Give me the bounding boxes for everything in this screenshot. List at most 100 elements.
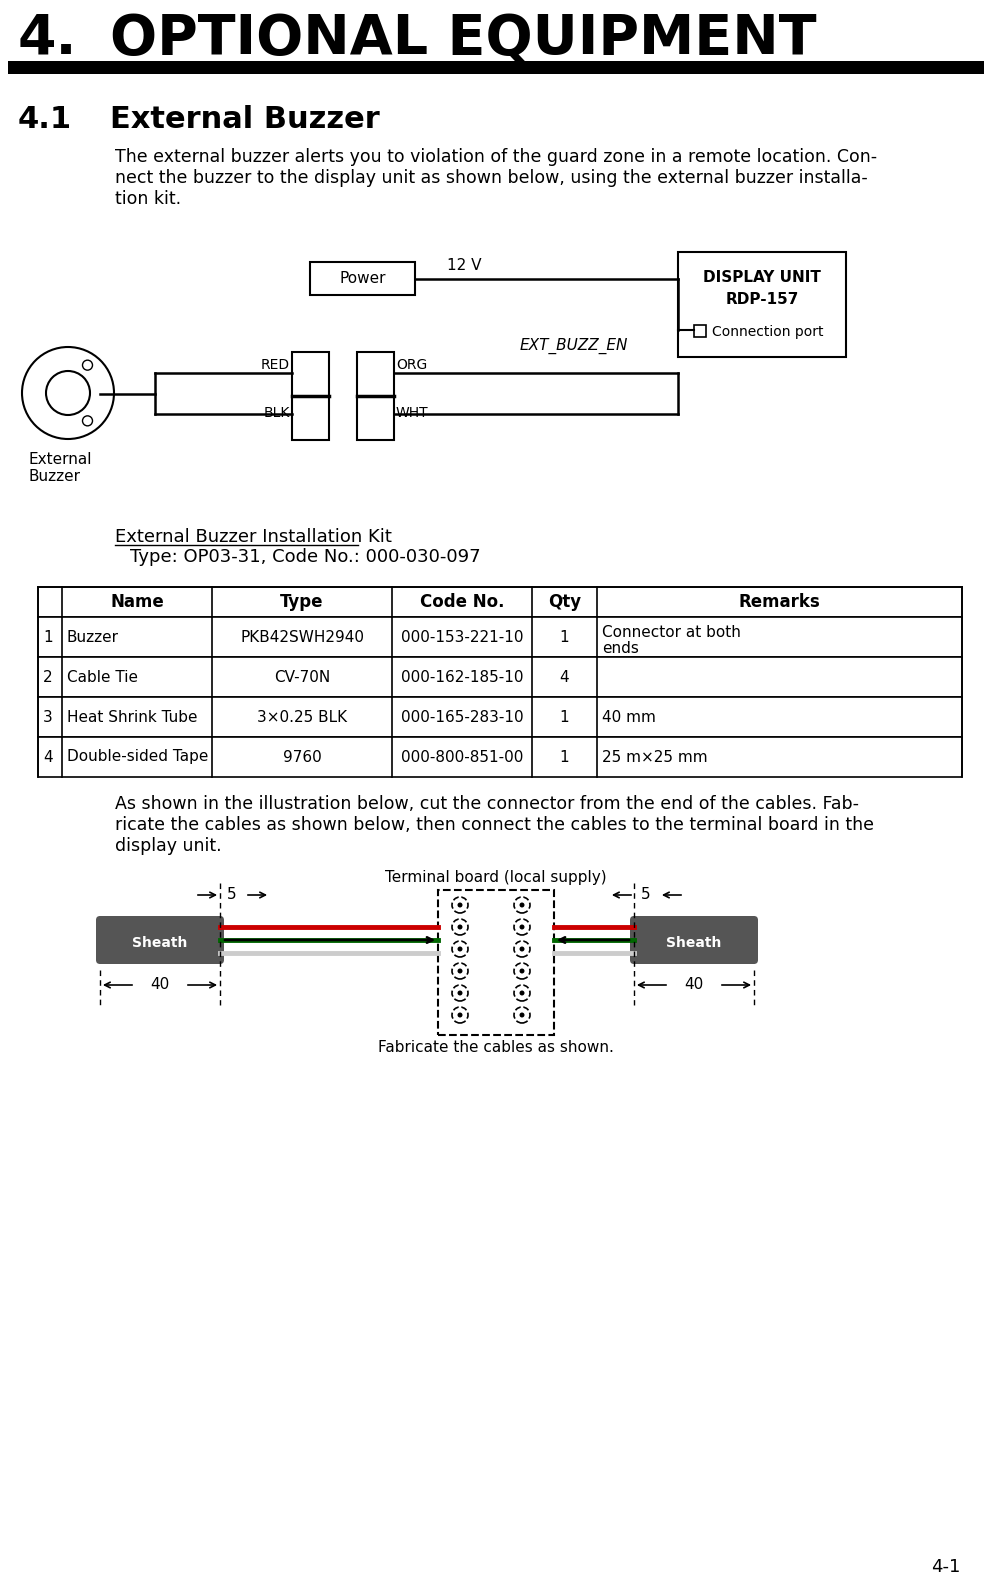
Circle shape: [514, 941, 530, 957]
Text: EXT_BUZZ_EN: EXT_BUZZ_EN: [520, 339, 628, 354]
Circle shape: [520, 990, 525, 995]
Circle shape: [514, 919, 530, 935]
Circle shape: [452, 941, 468, 957]
Text: 40: 40: [151, 978, 170, 992]
Text: 1: 1: [559, 630, 569, 644]
Bar: [38, 587, 962, 617]
Text: 3×0.25 BLK: 3×0.25 BLK: [257, 709, 347, 725]
Bar: [38, 617, 962, 657]
Text: nect the buzzer to the display unit as shown below, using the external buzzer in: nect the buzzer to the display unit as s…: [115, 169, 868, 187]
Text: As shown in the illustration below, cut the connector from the end of the cables: As shown in the illustration below, cut …: [115, 796, 859, 813]
Text: 000-800-851-00: 000-800-851-00: [401, 750, 523, 764]
Text: ricate the cables as shown below, then connect the cables to the terminal board : ricate the cables as shown below, then c…: [115, 816, 874, 834]
Text: Type: OP03-31, Code No.: 000-030-097: Type: OP03-31, Code No.: 000-030-097: [130, 547, 481, 566]
Circle shape: [520, 946, 525, 951]
Circle shape: [457, 968, 462, 973]
Bar: [38, 737, 962, 777]
Bar: [438, 891, 554, 1035]
Text: Terminal board (local supply): Terminal board (local supply): [385, 870, 607, 884]
Text: Name: Name: [110, 593, 164, 611]
Circle shape: [452, 897, 468, 913]
Circle shape: [457, 924, 462, 930]
Text: Connector at both: Connector at both: [602, 625, 741, 641]
Bar: [8, 62, 984, 74]
Text: Buzzer: Buzzer: [67, 630, 119, 644]
Text: display unit.: display unit.: [115, 837, 221, 854]
Text: 1: 1: [559, 709, 569, 725]
Text: Sheath: Sheath: [132, 937, 187, 951]
Circle shape: [520, 968, 525, 973]
Text: Buzzer: Buzzer: [28, 468, 80, 484]
Circle shape: [514, 897, 530, 913]
Text: Connection port: Connection port: [712, 324, 823, 339]
Text: 4.1: 4.1: [18, 104, 72, 134]
Bar: [678, 252, 846, 358]
Text: 25 m×25 mm: 25 m×25 mm: [602, 750, 707, 764]
Text: ORG: ORG: [396, 358, 428, 372]
Text: WHT: WHT: [396, 407, 429, 419]
Circle shape: [514, 963, 530, 979]
Text: Sheath: Sheath: [667, 937, 722, 951]
Text: Power: Power: [339, 271, 386, 286]
Text: Double-sided Tape: Double-sided Tape: [67, 750, 208, 764]
Bar: [310, 263, 415, 294]
Text: BLK: BLK: [264, 407, 290, 419]
Circle shape: [452, 1008, 468, 1024]
Text: External Buzzer Installation Kit: External Buzzer Installation Kit: [115, 528, 392, 546]
Text: 9760: 9760: [283, 750, 321, 764]
Text: 000-153-221-10: 000-153-221-10: [401, 630, 523, 644]
Bar: [38, 698, 962, 737]
Text: Cable Tie: Cable Tie: [67, 669, 138, 685]
Text: RED: RED: [261, 358, 290, 372]
Text: 5: 5: [641, 888, 651, 902]
Circle shape: [452, 963, 468, 979]
Circle shape: [457, 902, 462, 908]
Text: External: External: [28, 452, 91, 467]
Text: 000-165-283-10: 000-165-283-10: [401, 709, 524, 725]
Text: Type: Type: [281, 593, 323, 611]
Text: 40: 40: [684, 978, 703, 992]
Bar: [694, 324, 706, 337]
Text: 5: 5: [227, 888, 237, 902]
Circle shape: [520, 902, 525, 908]
Text: 4: 4: [43, 750, 53, 764]
Text: 12 V: 12 V: [447, 258, 481, 274]
Text: 1: 1: [559, 750, 569, 764]
Text: 40 mm: 40 mm: [602, 709, 656, 725]
Text: 2: 2: [43, 669, 53, 685]
Text: Remarks: Remarks: [739, 593, 820, 611]
Circle shape: [520, 1012, 525, 1017]
Circle shape: [46, 372, 90, 414]
Bar: [38, 657, 962, 698]
Text: CV-70N: CV-70N: [274, 669, 330, 685]
Circle shape: [514, 986, 530, 1001]
Text: External Buzzer: External Buzzer: [110, 104, 380, 134]
Text: Code No.: Code No.: [420, 593, 504, 611]
FancyBboxPatch shape: [96, 916, 224, 963]
FancyBboxPatch shape: [630, 916, 758, 963]
Text: The external buzzer alerts you to violation of the guard zone in a remote locati: The external buzzer alerts you to violat…: [115, 149, 877, 166]
Circle shape: [22, 346, 114, 438]
Text: PKB42SWH2940: PKB42SWH2940: [240, 630, 364, 644]
Text: RDP-157: RDP-157: [725, 293, 799, 307]
Text: tion kit.: tion kit.: [115, 190, 182, 207]
Text: OPTIONAL EQUIPMENT: OPTIONAL EQUIPMENT: [110, 13, 816, 66]
Text: 4: 4: [559, 669, 569, 685]
Circle shape: [457, 990, 462, 995]
Text: Qty: Qty: [548, 593, 581, 611]
Circle shape: [452, 986, 468, 1001]
Circle shape: [82, 416, 92, 426]
Text: ends: ends: [602, 641, 639, 657]
Bar: [357, 353, 394, 440]
Circle shape: [457, 946, 462, 951]
Text: 3: 3: [43, 709, 53, 725]
Text: 000-162-185-10: 000-162-185-10: [401, 669, 523, 685]
Text: Fabricate the cables as shown.: Fabricate the cables as shown.: [378, 1039, 614, 1055]
Circle shape: [520, 924, 525, 930]
Text: DISPLAY UNIT: DISPLAY UNIT: [703, 271, 821, 285]
Text: 4-1: 4-1: [930, 1558, 960, 1576]
Circle shape: [457, 1012, 462, 1017]
Circle shape: [452, 919, 468, 935]
Text: Heat Shrink Tube: Heat Shrink Tube: [67, 709, 197, 725]
Text: 1: 1: [43, 630, 53, 644]
